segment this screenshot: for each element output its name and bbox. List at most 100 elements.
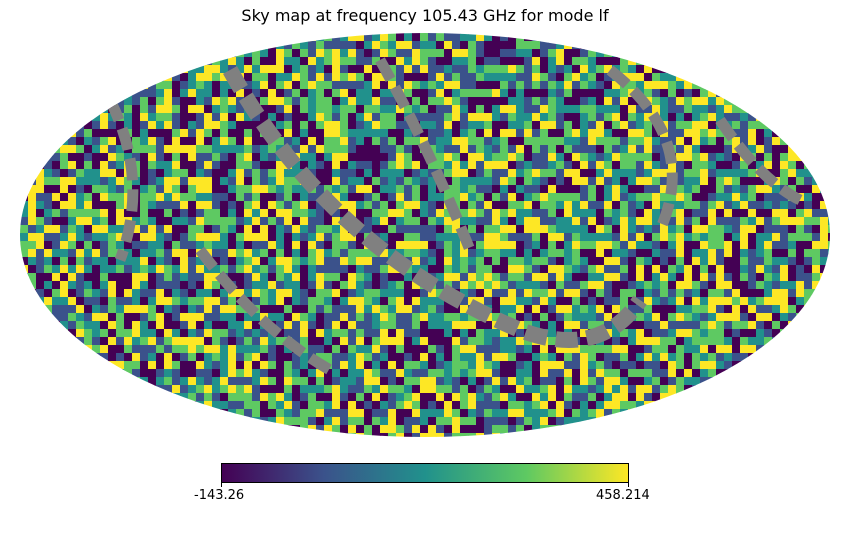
map-pixel (668, 257, 677, 266)
map-pixel (812, 41, 821, 50)
map-pixel (508, 201, 517, 210)
map-pixel (540, 369, 549, 378)
map-pixel (164, 289, 173, 298)
map-pixel (692, 281, 701, 290)
map-pixel (380, 289, 389, 298)
map-pixel (252, 369, 261, 378)
map-pixel (772, 233, 781, 242)
map-pixel (308, 121, 317, 130)
map-pixel (180, 81, 189, 90)
map-pixel (556, 209, 565, 218)
map-pixel (740, 49, 749, 58)
map-pixel (828, 393, 830, 402)
map-pixel (404, 417, 413, 426)
map-pixel (68, 193, 77, 202)
map-pixel (468, 185, 477, 194)
map-pixel (332, 353, 341, 362)
map-pixel (748, 249, 757, 258)
map-pixel (100, 97, 109, 106)
map-pixel (76, 89, 85, 98)
map-pixel (396, 225, 405, 234)
map-pixel (148, 241, 157, 250)
map-pixel (532, 137, 541, 146)
map-pixel (220, 121, 229, 130)
map-pixel (748, 225, 757, 234)
map-pixel (292, 289, 301, 298)
map-pixel (604, 297, 613, 306)
map-pixel (84, 313, 93, 322)
map-pixel (668, 369, 677, 378)
map-pixel (92, 369, 101, 378)
map-pixel (356, 201, 365, 210)
map-pixel (684, 249, 693, 258)
map-pixel (164, 305, 173, 314)
map-pixel (732, 297, 741, 306)
map-pixel (708, 417, 717, 426)
map-pixel (468, 329, 477, 338)
map-pixel (372, 217, 381, 226)
map-pixel (364, 105, 373, 114)
map-pixel (388, 305, 397, 314)
map-pixel (636, 193, 645, 202)
map-pixel (748, 305, 757, 314)
map-pixel (564, 353, 573, 362)
map-pixel (204, 89, 213, 98)
map-pixel (780, 225, 789, 234)
map-pixel (124, 393, 133, 402)
map-pixel (412, 417, 421, 426)
map-pixel (260, 305, 269, 314)
map-pixel (772, 369, 781, 378)
map-pixel (812, 113, 821, 122)
map-pixel (468, 121, 477, 130)
map-pixel (740, 241, 749, 250)
map-pixel (684, 321, 693, 330)
map-pixel (332, 57, 341, 66)
map-pixel (164, 345, 173, 354)
map-pixel (188, 129, 197, 138)
map-pixel (364, 249, 373, 258)
map-pixel (508, 89, 517, 98)
map-pixel (812, 81, 821, 90)
map-pixel (444, 401, 453, 410)
map-pixel (820, 305, 829, 314)
map-pixel (804, 73, 813, 82)
map-pixel (356, 57, 365, 66)
map-pixel (380, 97, 389, 106)
map-pixel (548, 289, 557, 298)
map-pixel (316, 121, 325, 130)
map-pixel (532, 41, 541, 50)
map-pixel (492, 393, 501, 402)
map-pixel (460, 57, 469, 66)
map-pixel (572, 289, 581, 298)
map-pixel (180, 225, 189, 234)
map-pixel (580, 313, 589, 322)
map-pixel (716, 185, 725, 194)
map-pixel (460, 81, 469, 90)
map-pixel (420, 337, 429, 346)
map-pixel (292, 257, 301, 266)
map-pixel (212, 409, 221, 418)
map-pixel (740, 81, 749, 90)
map-pixel (604, 393, 613, 402)
map-pixel (788, 353, 797, 362)
map-pixel (532, 249, 541, 258)
map-pixel (748, 265, 757, 274)
map-pixel (668, 233, 677, 242)
map-pixel (676, 353, 685, 362)
map-pixel (676, 209, 685, 218)
map-pixel (820, 121, 829, 130)
map-pixel (356, 329, 365, 338)
map-pixel (508, 73, 517, 82)
map-pixel (780, 97, 789, 106)
map-pixel (748, 177, 757, 186)
map-pixel (396, 409, 405, 418)
map-pixel (636, 81, 645, 90)
map-pixel (692, 113, 701, 122)
map-pixel (548, 385, 557, 394)
map-pixel (292, 249, 301, 258)
map-pixel (36, 337, 45, 346)
map-pixel (260, 217, 269, 226)
map-pixel (708, 217, 717, 226)
map-pixel (772, 281, 781, 290)
map-pixel (596, 417, 605, 426)
